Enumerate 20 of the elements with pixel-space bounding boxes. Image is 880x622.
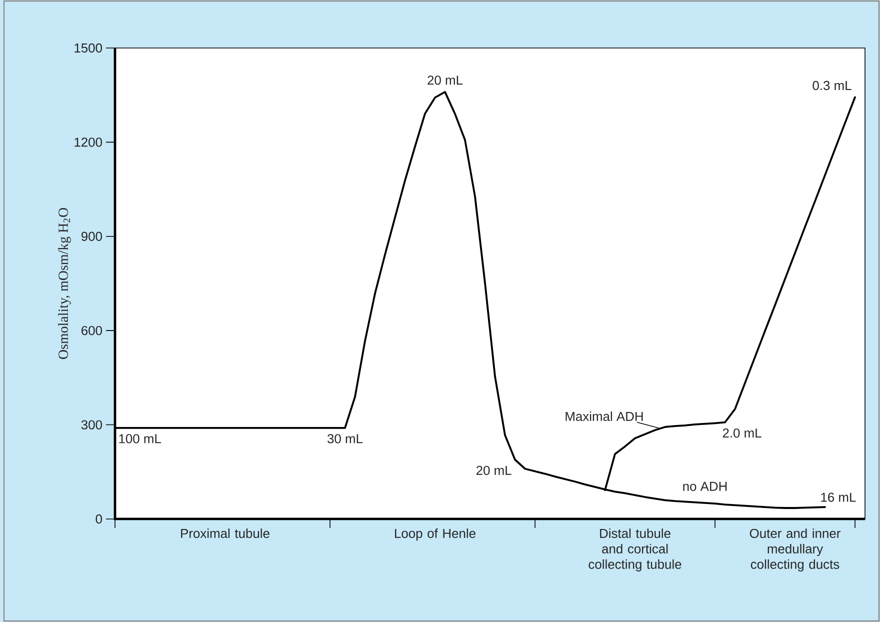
x-tick-label: Outer and inner medullary collecting ducts (750, 528, 840, 572)
x-tick-label: Loop of Henle (395, 528, 476, 541)
x-tick-label: Distal tubule and cortical collecting tubule (588, 528, 682, 572)
annotation: 20 mL (428, 76, 463, 85)
annotation: 30 mL (328, 434, 363, 444)
annotation: 2.0 mL (722, 428, 762, 438)
y-axis-title: Osmolality, mOsm/kg H$_{2}$O (58, 208, 71, 359)
y-tick-label: 900 (81, 232, 102, 241)
annotation: 20 mL (476, 466, 512, 476)
y-tick-label: 600 (82, 326, 102, 336)
y-tick-label: 1500 (74, 43, 102, 53)
annotation: 100 mL (119, 434, 161, 444)
series-label: no ADH (683, 482, 727, 491)
annotation: 16 mL (821, 492, 856, 502)
x-tick-label: Proximal tubule (181, 528, 270, 538)
y-tick-label: 0 (96, 514, 102, 524)
y-tick-label: 300 (81, 420, 102, 430)
y-tick-label: 1200 (74, 138, 102, 147)
annotation: 0.3 mL (812, 80, 852, 90)
series-label: Maximal ADH (566, 411, 643, 422)
